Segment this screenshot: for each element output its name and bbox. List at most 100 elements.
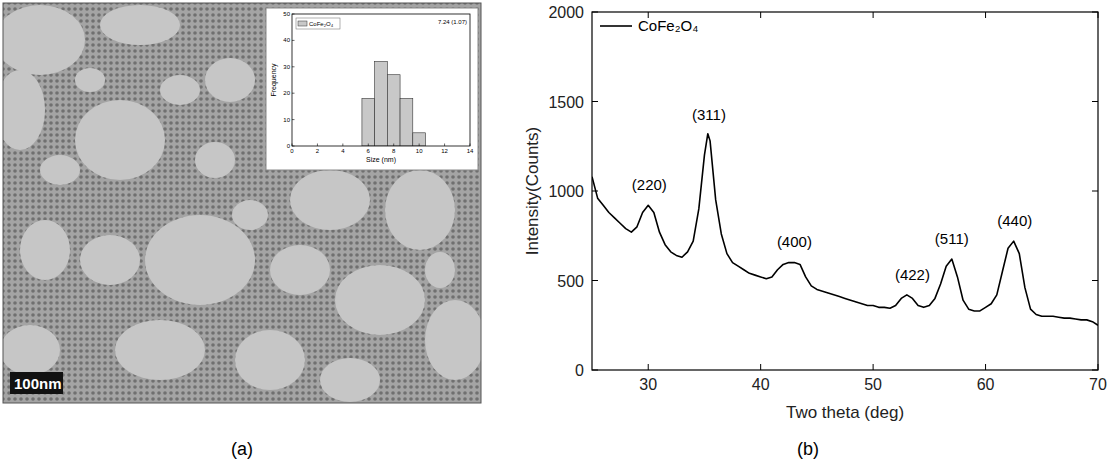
x-tick: [444, 144, 445, 147]
tem-patch: [75, 68, 105, 92]
legend-box: [296, 18, 340, 29]
y-tick-label: 500: [557, 273, 584, 290]
tem-image: [3, 3, 481, 403]
tem-patch: [115, 320, 205, 380]
peak-label: (400): [777, 233, 812, 250]
x-tick: [985, 364, 986, 370]
y-tick-label: 1500: [548, 94, 584, 111]
scale-label: 100nm: [14, 375, 62, 392]
tem-patch: [3, 5, 85, 75]
figure: 100nm0246810121401020304050Size (nm)Freq…: [0, 0, 1112, 471]
y-tick: [592, 101, 598, 102]
tem-patch: [235, 330, 305, 390]
x-tick-label: 2: [316, 148, 320, 154]
x-tick: [317, 144, 318, 147]
x-tick: [292, 144, 293, 147]
x-tick: [393, 144, 394, 147]
y-tick: [1092, 370, 1098, 371]
panel-label: (a): [231, 439, 253, 459]
tem-patch: [425, 300, 481, 380]
x-tick: [760, 364, 761, 370]
legend-label: CoFe₂O₄: [309, 21, 334, 27]
x-tick: [873, 12, 874, 18]
xrd-line: [592, 134, 1098, 326]
tem-patch: [270, 245, 330, 295]
x-tick-label: 8: [392, 148, 396, 154]
peak-label: (511): [935, 230, 969, 247]
image-frame: [3, 3, 481, 403]
tem-patch: [20, 220, 70, 280]
hist-bar: [387, 75, 400, 146]
x-tick-label: 30: [639, 376, 657, 393]
x-tick-label: 14: [467, 148, 474, 154]
annotation: 7.24 (1.07): [438, 19, 467, 25]
tem-patch: [205, 58, 255, 102]
x-axis-title: Size (nm): [366, 156, 396, 164]
x-tick: [470, 144, 471, 147]
x-tick-label: 40: [752, 376, 770, 393]
x-tick-label: 4: [341, 148, 345, 154]
y-tick: [292, 14, 295, 15]
peak-label: (440): [997, 212, 1032, 229]
tem-patch: [145, 215, 255, 305]
x-tick: [368, 144, 369, 147]
x-tick: [342, 144, 343, 147]
y-tick-label: 2000: [548, 4, 584, 21]
x-tick-label: 60: [977, 376, 995, 393]
tem-background: [3, 3, 481, 403]
x-tick-label: 6: [367, 148, 371, 154]
peak-label: (311): [692, 106, 726, 123]
y-tick: [1092, 101, 1098, 102]
peak-label: (220): [632, 176, 667, 193]
peak-label: (422): [895, 266, 930, 283]
tem-patch: [232, 200, 268, 230]
y-axis-title: Intensity(Counts): [523, 127, 542, 256]
x-tick: [1098, 12, 1099, 18]
panel-label: (b): [797, 439, 819, 459]
y-tick: [1092, 191, 1098, 192]
y-tick-label: 40: [283, 37, 290, 43]
tem-patch: [160, 75, 200, 105]
y-tick: [592, 191, 598, 192]
y-tick-label: 0: [575, 362, 584, 379]
tem-patch: [335, 265, 425, 335]
x-tick: [419, 144, 420, 147]
x-tick-label: 70: [1089, 376, 1107, 393]
tem-patch: [195, 142, 235, 178]
hist-bar: [375, 62, 388, 146]
tem-patch: [425, 252, 455, 288]
tem-patch: [75, 100, 165, 180]
y-tick: [592, 12, 598, 13]
x-tick-label: 10: [416, 148, 423, 154]
x-tick: [873, 364, 874, 370]
y-tick: [292, 40, 295, 41]
x-tick: [648, 364, 649, 370]
y-tick: [292, 119, 295, 120]
y-tick-label: 30: [283, 64, 290, 70]
tem-patch: [385, 170, 455, 250]
x-tick-label: 50: [864, 376, 882, 393]
y-tick: [292, 66, 295, 67]
inset-frame: [292, 14, 470, 146]
tem-patch: [3, 325, 60, 375]
legend-swatch: [298, 21, 307, 26]
x-tick: [1098, 364, 1099, 370]
y-tick-label: 20: [283, 90, 290, 96]
legend-label: CoFe₂O₄: [638, 17, 698, 34]
y-tick-label: 50: [283, 11, 290, 17]
x-tick-label: 0: [290, 148, 294, 154]
y-tick: [292, 93, 295, 94]
hist-bar: [400, 98, 413, 146]
tem-patch: [3, 70, 45, 150]
y-tick-label: 10: [283, 117, 290, 123]
y-tick: [292, 146, 295, 147]
x-tick: [985, 12, 986, 18]
hist-bar: [413, 133, 426, 146]
x-axis-title: Two theta (deg): [786, 403, 904, 422]
y-tick: [1092, 12, 1098, 13]
legend-line: [600, 25, 632, 27]
y-tick: [592, 370, 598, 371]
tem-patch: [100, 5, 180, 45]
plot-frame: [592, 12, 1098, 370]
inset-bg: [266, 8, 478, 170]
